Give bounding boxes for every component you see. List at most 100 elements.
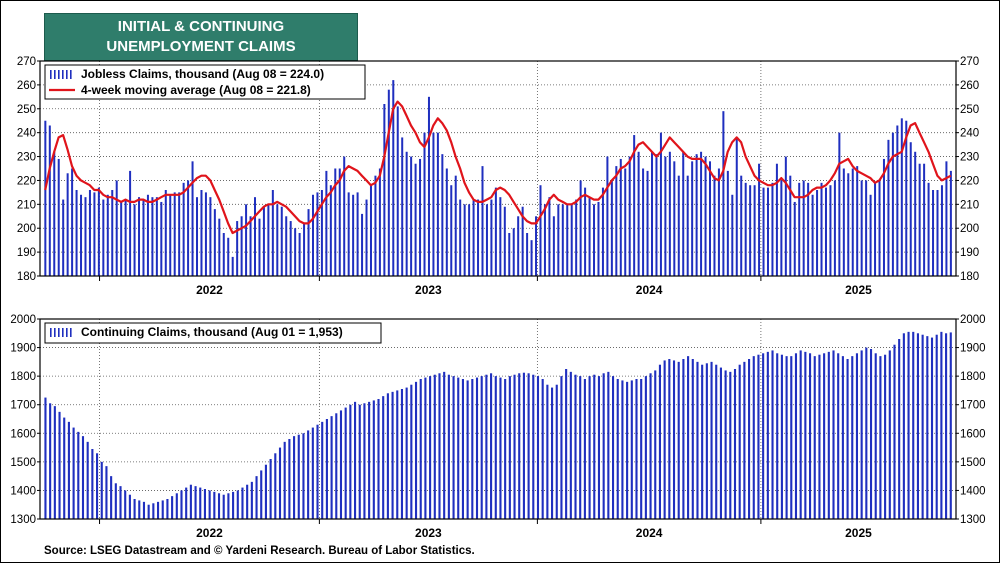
- bar: [611, 376, 615, 519]
- bar: [710, 361, 713, 519]
- bar: [766, 351, 769, 519]
- y-tick-label-left: 1700: [10, 400, 36, 412]
- y-tick-label-right: 1800: [960, 371, 986, 383]
- bar: [138, 197, 141, 276]
- bar: [71, 168, 74, 276]
- bar: [429, 376, 432, 519]
- y-tick-label-right: 250: [960, 104, 979, 116]
- legend-label: Jobless Claims, thousand (Aug 08 = 224.0…: [81, 67, 324, 81]
- bar: [419, 379, 422, 519]
- bar: [799, 350, 802, 519]
- bar: [856, 166, 859, 276]
- bar: [945, 161, 948, 276]
- bar: [480, 376, 483, 519]
- bar: [77, 431, 80, 519]
- bar: [255, 476, 258, 519]
- bar: [63, 417, 66, 519]
- bar: [762, 187, 765, 276]
- bar: [916, 333, 919, 519]
- bar: [400, 389, 404, 519]
- bar: [602, 373, 605, 519]
- y-tick-label-left: 260: [17, 80, 36, 92]
- bar: [691, 359, 694, 519]
- bar: [790, 356, 793, 519]
- bar: [147, 504, 150, 519]
- bar: [789, 175, 792, 276]
- y-tick-label-left: 240: [17, 128, 36, 140]
- bar: [793, 201, 796, 276]
- bar: [62, 199, 65, 276]
- bar: [731, 194, 734, 276]
- bar: [349, 404, 352, 519]
- bar: [88, 190, 91, 276]
- bar: [325, 170, 328, 276]
- bar: [485, 374, 488, 519]
- bar: [405, 387, 408, 519]
- bar: [753, 185, 756, 276]
- bar: [438, 373, 441, 519]
- bar: [386, 393, 389, 519]
- y-tick-label-right: 1600: [960, 428, 986, 440]
- y-tick-label-right: 1400: [960, 485, 986, 497]
- bar: [646, 170, 649, 276]
- y-tick-label-left: 220: [17, 175, 36, 187]
- legend-bar-swatch: [70, 70, 72, 79]
- y-tick-label-left: 190: [17, 247, 36, 259]
- bar: [574, 374, 577, 519]
- bar: [258, 218, 261, 276]
- bar: [851, 356, 854, 519]
- bar: [396, 106, 399, 276]
- bar: [178, 192, 181, 276]
- bar: [518, 373, 521, 519]
- x-tick-label: 2023: [415, 526, 442, 540]
- bar: [606, 156, 609, 276]
- bar: [865, 347, 868, 519]
- bar: [494, 187, 497, 276]
- bar: [874, 182, 877, 276]
- bar: [447, 374, 450, 519]
- bar: [882, 158, 885, 276]
- y-tick-label-left: 1900: [10, 343, 36, 355]
- bar: [593, 204, 596, 276]
- bar: [717, 168, 720, 276]
- bar: [481, 166, 484, 276]
- y-tick-label-left: 180: [17, 271, 36, 283]
- bar: [633, 135, 636, 276]
- bar: [191, 161, 194, 276]
- bar: [847, 173, 850, 276]
- bar: [173, 192, 176, 276]
- bar: [115, 180, 118, 276]
- bar: [156, 501, 160, 519]
- bar: [887, 139, 890, 276]
- bar: [900, 118, 903, 276]
- bar: [466, 380, 469, 519]
- bar: [635, 379, 638, 519]
- bar: [44, 120, 47, 276]
- bar: [668, 151, 671, 276]
- bar: [288, 439, 291, 519]
- bar: [120, 201, 123, 276]
- title-line-1: INITIAL & CONTINUING: [117, 18, 285, 35]
- bar: [832, 350, 835, 519]
- bar: [752, 356, 755, 519]
- bar: [658, 364, 662, 519]
- y-tick-label-right: 1500: [960, 457, 986, 469]
- bar: [884, 354, 887, 519]
- bar: [334, 168, 337, 276]
- bar: [837, 353, 840, 519]
- bar: [713, 175, 716, 276]
- bar: [347, 192, 350, 276]
- bar: [628, 156, 631, 276]
- bar: [432, 132, 435, 276]
- bar: [494, 376, 497, 519]
- chart-title: INITIAL & CONTINUING UNEMPLOYMENT CLAIMS: [44, 13, 358, 61]
- bar: [940, 331, 943, 519]
- bar: [738, 364, 741, 519]
- bar: [546, 384, 549, 519]
- bar: [748, 359, 751, 519]
- bar: [715, 364, 718, 519]
- bar: [811, 194, 814, 276]
- bar: [405, 151, 408, 276]
- source-note: Source: LSEG Datastream and © Yardeni Re…: [44, 545, 475, 557]
- bar: [654, 370, 657, 519]
